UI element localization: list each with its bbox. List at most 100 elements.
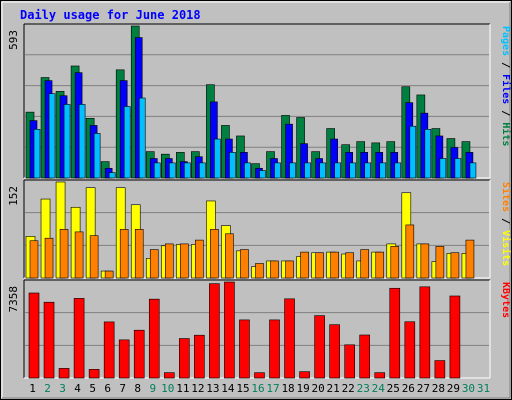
bar-pages-day-18: [289, 162, 296, 179]
day-label-29: 29: [447, 382, 460, 395]
bar-pages-day-24: [379, 162, 387, 179]
bar-sites-day-17: [270, 260, 279, 279]
day-label-7: 7: [119, 382, 126, 395]
panel-legend-label: Sites / Visits: [500, 182, 512, 266]
bar-kbytes-day-9: [148, 298, 160, 379]
bar-kbytes-day-23: [359, 334, 371, 379]
bar-files-day-19: [300, 143, 308, 179]
day-label-5: 5: [89, 382, 96, 395]
day-label-23: 23: [357, 382, 370, 395]
bar-kbytes-day-19: [299, 371, 310, 379]
series-sites: [29, 224, 475, 279]
chart-panels: 593 Pages / Files / Hits 152 Sites / Visits…: [7, 23, 512, 379]
bar-pages-day-9: [153, 162, 161, 179]
bar-sites-day-6: [104, 270, 114, 279]
bar-kbytes-day-14: [224, 281, 235, 379]
bar-sites-day-15: [240, 249, 249, 279]
bar-pages-day-28: [439, 158, 447, 179]
bar-sites-day-5: [89, 235, 99, 279]
bar-sites-day-18: [285, 260, 294, 279]
bar-kbytes-day-3: [58, 368, 70, 379]
bar-sites-day-29: [450, 252, 460, 279]
bar-sites-day-14: [225, 233, 234, 279]
day-label-18: 18: [281, 382, 294, 395]
bar-sites-day-10: [164, 243, 174, 279]
bar-kbytes-day-28: [434, 360, 446, 379]
bar-pages-day-19: [304, 162, 311, 179]
bar-kbytes-day-20: [314, 315, 325, 379]
bar-pages-day-5: [93, 133, 101, 179]
day-label-1: 1: [29, 382, 36, 395]
bar-pages-day-3: [63, 104, 71, 179]
day-label-15: 15: [236, 382, 249, 395]
bar-sites-day-12: [195, 239, 204, 279]
day-label-22: 22: [342, 382, 355, 395]
bar-kbytes-day-24: [374, 372, 386, 379]
day-label-9: 9: [149, 382, 156, 395]
bar-pages-day-13: [214, 138, 221, 179]
bar-kbytes-day-17: [269, 319, 280, 379]
bar-kbytes-day-26: [404, 321, 416, 379]
day-label-25: 25: [387, 382, 400, 395]
bar-sites-day-11: [180, 243, 189, 279]
panel-hits_files_pages: 593 Pages / Files / Hits: [7, 23, 512, 179]
legend-label-part: Hits: [500, 122, 512, 146]
day-label-6: 6: [104, 382, 111, 395]
bar-pages-day-27: [424, 128, 432, 179]
bar-pages-day-4: [78, 104, 86, 179]
bar-pages-day-17: [274, 162, 281, 179]
bar-kbytes-day-22: [344, 344, 355, 379]
bar-sites-day-1: [29, 240, 39, 279]
bar-kbytes-day-2: [43, 301, 55, 379]
day-label-14: 14: [221, 382, 235, 395]
bar-pages-day-12: [199, 162, 206, 179]
legend-label-part: Pages: [500, 26, 511, 56]
bar-kbytes-day-12: [194, 334, 205, 379]
bar-kbytes-day-8: [133, 329, 145, 379]
day-label-2: 2: [44, 382, 51, 395]
bar-kbytes-day-27: [419, 286, 431, 379]
legend-label-part: KBytes: [500, 282, 511, 318]
bar-pages-day-30: [469, 162, 477, 179]
bar-sites-day-4: [74, 231, 84, 279]
bar-pages-day-11: [184, 162, 191, 179]
bar-pages-day-6: [108, 172, 116, 179]
bar-sites-day-19: [300, 251, 309, 279]
bar-kbytes-day-4: [73, 298, 85, 379]
bar-sites-day-13: [210, 229, 219, 279]
bar-pages-day-16: [259, 170, 266, 179]
bar-kbytes-day-16: [254, 372, 265, 379]
bar-kbytes-day-5: [88, 369, 100, 379]
day-label-31: 31: [477, 382, 490, 395]
legend-label-part: /: [500, 212, 511, 230]
bar-sites-day-23: [360, 249, 370, 279]
day-label-16: 16: [251, 382, 264, 395]
bar-pages-day-21: [334, 162, 341, 179]
panel-kbytes: 7358 KBytes: [7, 279, 511, 379]
bar-pages-day-15: [244, 162, 251, 179]
bar-sites-day-30: [465, 239, 475, 279]
series-files: [29, 37, 474, 179]
day-label-12: 12: [191, 382, 204, 395]
bar-pages-day-14: [229, 152, 236, 179]
bar-pages-day-1: [33, 128, 41, 179]
bar-sites-day-21: [330, 251, 339, 279]
legend-label-part: Visits: [500, 230, 512, 266]
bar-kbytes-day-7: [118, 339, 130, 379]
bar-sites-day-16: [255, 263, 264, 279]
series-kbytes: [28, 281, 461, 379]
bar-sites-day-26: [405, 224, 415, 279]
panel-visits_sites: 152 Sites / Visits: [7, 179, 512, 279]
day-label-24: 24: [372, 382, 386, 395]
bar-pages-day-23: [364, 162, 372, 179]
bar-pages-day-22: [349, 162, 356, 179]
bar-pages-day-29: [454, 158, 462, 179]
bar-pages-day-7: [123, 106, 131, 179]
day-label-10: 10: [161, 382, 174, 395]
bar-files-day-28: [435, 135, 444, 179]
bar-kbytes-day-10: [163, 372, 175, 379]
bar-pages-day-10: [168, 162, 176, 179]
day-label-30: 30: [462, 382, 475, 395]
bar-sites-day-24: [375, 251, 385, 279]
